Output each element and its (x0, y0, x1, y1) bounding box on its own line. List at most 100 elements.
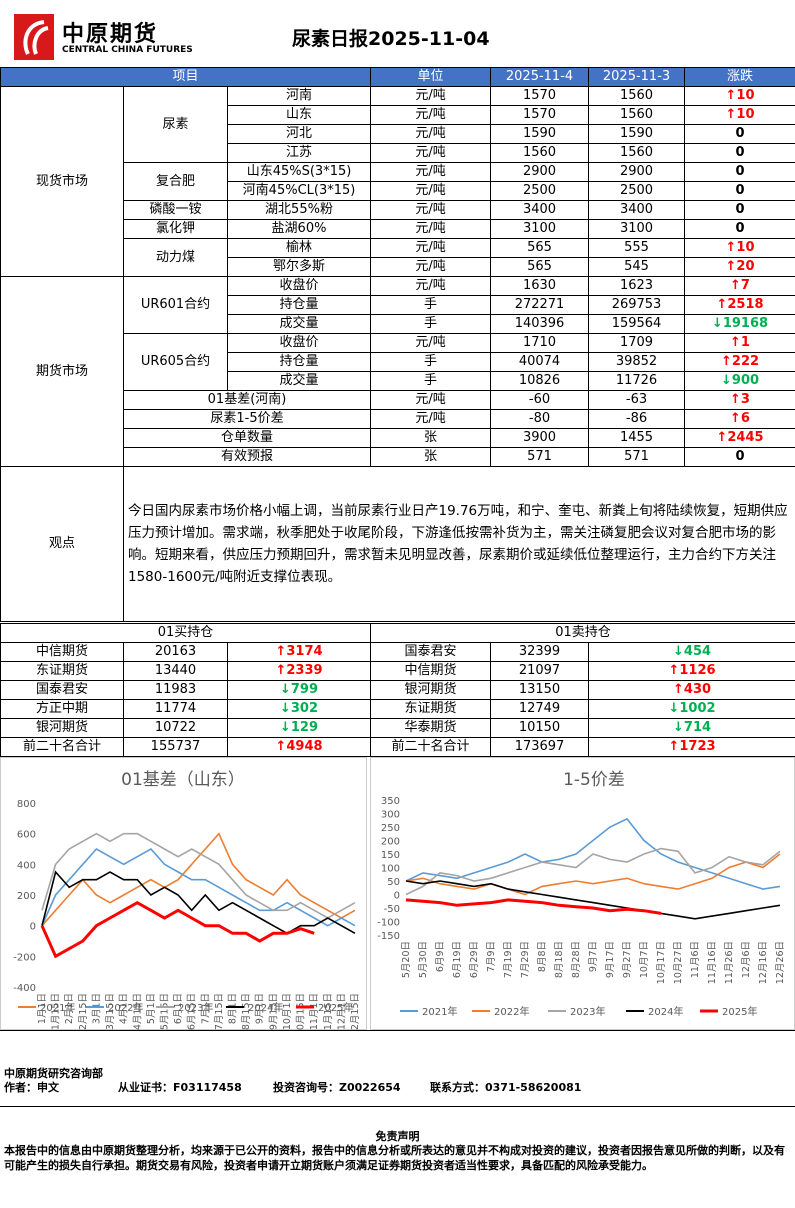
change: ↓19168 (684, 314, 795, 334)
value-prev: 159564 (588, 314, 686, 334)
x-tick-label: 12月1日 (336, 993, 347, 1030)
change: ↑10 (684, 105, 795, 125)
x-tick-label: 6月9日 (435, 941, 446, 972)
value-today: 571 (490, 447, 590, 467)
buy-title: 01买持仓 (0, 623, 372, 643)
buy-volume: 11774 (123, 699, 228, 719)
buy-change: ↑2339 (226, 661, 372, 681)
sell-broker: 中信期货 (370, 661, 492, 681)
item: 江苏 (226, 143, 372, 163)
sell-change: ↑430 (588, 680, 795, 700)
change: 0 (684, 162, 795, 182)
sell-volume: 32399 (490, 642, 590, 662)
unit: 元/吨 (370, 219, 492, 239)
position-row: 东证期货 13440 ↑2339 中信期货 21097 ↑1126 (0, 661, 795, 681)
legend-label: 2023年 (178, 1001, 213, 1014)
buy-broker: 前二十名合计 (0, 737, 124, 757)
chart-frame (0, 757, 367, 1030)
sell-change: ↑1126 (588, 661, 795, 681)
x-tick-label: 10月17日 (656, 941, 667, 984)
unit: 元/吨 (370, 124, 492, 144)
advisory: 投资咨询号：Z0022654 (273, 1081, 401, 1094)
x-tick-label: 1月15日 (51, 993, 62, 1030)
item: 鄂尔多斯 (226, 257, 372, 277)
y-tick-label: 400 (17, 860, 36, 871)
sell-volume: 10150 (490, 718, 590, 738)
value-prev: 1560 (588, 86, 686, 106)
buy-volume: 20163 (123, 642, 228, 662)
value-prev: 3400 (588, 200, 686, 220)
unit: 元/吨 (370, 200, 492, 220)
value-today: 272271 (490, 295, 590, 315)
chart-frame (370, 757, 795, 1030)
value-today: 565 (490, 238, 590, 258)
buy-change: ↓129 (226, 718, 372, 738)
series-line (405, 898, 662, 915)
chart-title: 1-5价差 (563, 770, 625, 790)
group-label: 氯化钾 (123, 219, 228, 239)
group-label: UR605合约 (123, 333, 228, 391)
x-tick-label: 9月17日 (605, 941, 616, 978)
footer: 中原期货研究咨询部 作者：申文 从业证书：F03117458 投资咨询号：Z00… (0, 1030, 795, 1107)
value-today: 40074 (490, 352, 590, 372)
x-tick-label: 8月15日 (241, 993, 252, 1030)
x-tick-label: 12月6日 (741, 941, 752, 978)
x-tick-label: 8月28日 (571, 941, 582, 978)
value-today: 565 (490, 257, 590, 277)
chart-title: 01基差（山东） (121, 770, 245, 790)
value-prev: 1709 (588, 333, 686, 353)
value-today: 3900 (490, 428, 590, 448)
x-tick-label: 7月9日 (486, 941, 497, 972)
sell-change: ↑1723 (588, 737, 795, 757)
item: 山东45%S(3*15) (226, 162, 372, 182)
legend-label: 2024年 (648, 1005, 683, 1018)
change: 0 (684, 124, 795, 144)
disclaimer-title: 免责声明 (375, 1130, 420, 1143)
x-tick-label: 9月7日 (588, 941, 599, 972)
x-tick-label: 7月1日 (200, 993, 211, 1024)
y-tick-label: -200 (13, 952, 36, 963)
unit: 元/吨 (370, 238, 492, 258)
item: 盐湖60% (226, 219, 372, 239)
item: 收盘价 (226, 333, 372, 353)
value-today: 3400 (490, 200, 590, 220)
market-table: 项目 单位 2025-11-4 2025-11-3 涨跌 现货市场 尿素 河南 元/吨 1570 1… (0, 67, 795, 622)
x-tick-label: 12月16日 (758, 941, 769, 984)
item: 成交量 (226, 314, 372, 334)
position-row: 方正中期 11774 ↓302 东证期货 12749 ↓1002 (0, 699, 795, 719)
sell-volume: 13150 (490, 680, 590, 700)
logo (14, 14, 54, 60)
value-prev: 11726 (588, 371, 686, 391)
y-tick-label: 100 (381, 864, 400, 875)
table-row: 河南45%CL(3*15) 元/吨 2500 2500 0 (1, 181, 795, 201)
x-tick-label: 12月26日 (775, 941, 786, 984)
unit: 元/吨 (370, 143, 492, 163)
y-tick-label: -400 (13, 983, 36, 994)
value-prev: 1560 (588, 105, 686, 125)
table-row: 期货市场 UR601合约 收盘价 元/吨 1630 1623 ↑7 (0, 276, 795, 467)
x-tick-label: 11月1日 (309, 993, 320, 1030)
item: 山东 (226, 105, 372, 125)
sell-change: ↓454 (588, 642, 795, 662)
change: ↑222 (684, 352, 795, 372)
x-tick-label: 11月15日 (323, 993, 334, 1030)
item: 榆林 (226, 238, 372, 258)
item: 河北 (226, 124, 372, 144)
legend-label: 2021年 (40, 1001, 75, 1014)
column-header: 项目 (0, 67, 372, 87)
series-line (405, 847, 781, 896)
change: ↑2445 (684, 428, 795, 448)
change: ↓900 (684, 371, 795, 391)
author: 作者：申文 (4, 1081, 59, 1094)
change: ↑6 (684, 409, 795, 429)
change: ↑10 (684, 86, 795, 106)
unit: 手 (370, 314, 492, 334)
buy-change: ↑3174 (226, 642, 372, 662)
y-tick-label: -100 (377, 918, 400, 929)
group-label: 复合肥 (123, 162, 228, 201)
x-tick-label: 3月15日 (105, 993, 116, 1030)
legend-label: 2023年 (570, 1005, 605, 1018)
unit: 元/吨 (370, 181, 492, 201)
group-label: 动力煤 (123, 238, 228, 277)
x-tick-label: 4月1日 (119, 993, 130, 1024)
